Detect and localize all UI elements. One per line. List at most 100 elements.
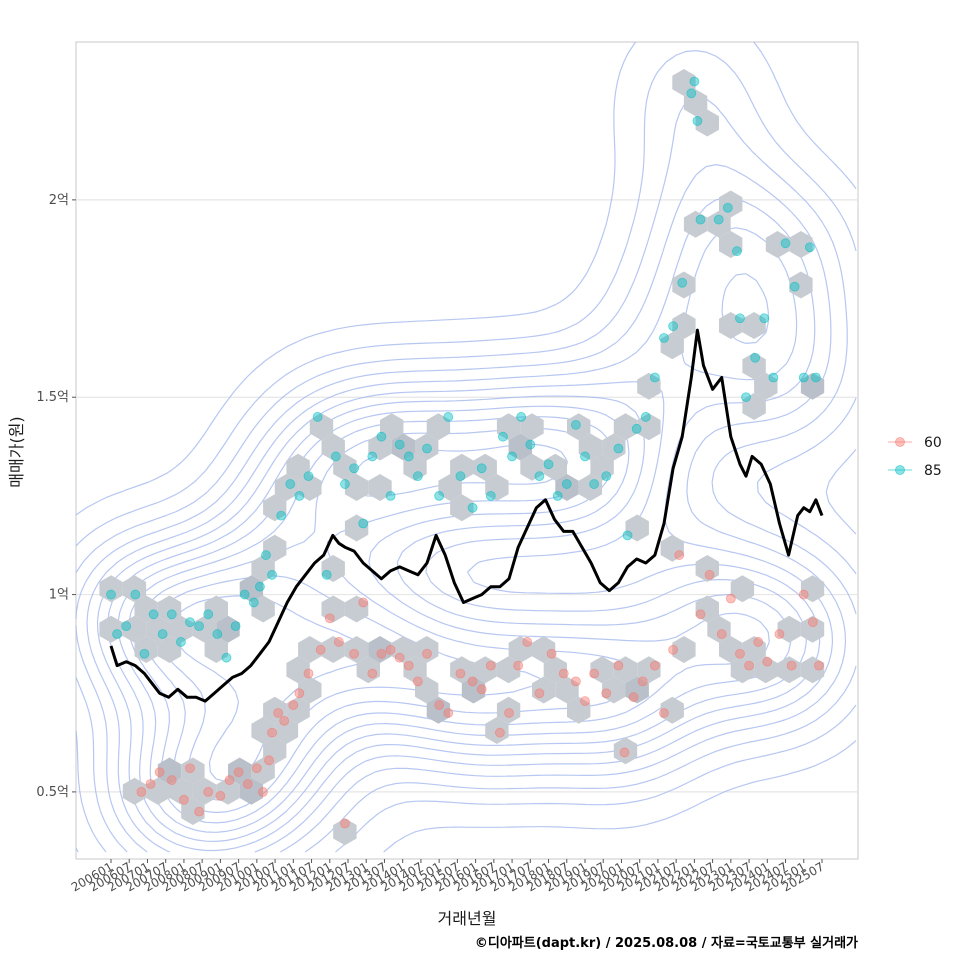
- data-point-60: [467, 676, 478, 687]
- data-point-85: [340, 479, 350, 489]
- hexbin-cell: [473, 453, 497, 481]
- data-point-60: [495, 727, 505, 738]
- data-point-85: [175, 637, 186, 647]
- hexbin-cell: [800, 615, 825, 643]
- hexbin-cell: [415, 433, 439, 461]
- data-point-85: [485, 490, 496, 501]
- hexbin-cell: [99, 615, 123, 643]
- data-point-60: [349, 648, 359, 659]
- hexbin-cell: [157, 595, 182, 623]
- data-point-60: [786, 660, 797, 671]
- hexbin-cell: [298, 636, 322, 663]
- hexbin-cell: [742, 393, 766, 420]
- data-point-85: [130, 589, 141, 600]
- hexbin-cell: [555, 474, 579, 501]
- data-point-60: [674, 550, 685, 560]
- data-point-85: [498, 431, 508, 442]
- scatter-points: [106, 76, 824, 829]
- data-point-60: [504, 708, 514, 718]
- data-point-60: [513, 660, 524, 671]
- data-point-85: [735, 313, 745, 324]
- hexbin-cell: [239, 777, 264, 805]
- hexbin-cell: [695, 595, 719, 623]
- data-point-60: [358, 597, 369, 608]
- hexbin-cell: [695, 555, 719, 582]
- data-point-60: [570, 676, 581, 687]
- data-point-60: [203, 787, 214, 797]
- density-contours: [75, 41, 857, 853]
- hexbin-cell: [637, 413, 661, 441]
- data-point-60: [224, 775, 235, 785]
- data-point-60: [288, 700, 299, 710]
- hexbin-cell: [742, 352, 766, 380]
- data-point-60: [753, 637, 764, 647]
- data-point-60: [522, 637, 533, 647]
- hexbin-cell: [333, 818, 357, 846]
- hexbin-cell: [719, 231, 743, 258]
- data-point-85: [713, 214, 724, 225]
- hexbin-cell: [274, 474, 299, 501]
- hexbin-cell: [403, 656, 427, 684]
- data-point-60: [251, 763, 262, 774]
- data-point-85: [121, 621, 132, 632]
- data-point-60: [613, 660, 624, 671]
- trend-line: [109, 328, 824, 703]
- legend-key-point: [895, 465, 905, 475]
- data-point-60: [267, 727, 277, 738]
- hexbin-cell: [368, 474, 392, 501]
- data-point-85: [741, 392, 751, 403]
- hexbin-cell: [543, 453, 567, 481]
- hexbin-cell: [450, 494, 474, 522]
- data-point-60: [315, 644, 326, 655]
- hexbin-cell: [613, 413, 638, 441]
- hexbin-cell: [496, 696, 521, 724]
- hexbin-cell: [344, 636, 369, 663]
- hexbin-cell: [672, 636, 696, 663]
- y-tick-label: 1.5억: [36, 390, 69, 405]
- caption: ©디아파트(dapt.kr) / 2025.08.08 / 자료=국토교통부 실…: [475, 935, 858, 951]
- data-point-60: [695, 609, 706, 620]
- data-point-85: [112, 629, 122, 639]
- data-point-85: [106, 589, 116, 600]
- hexbin-cell: [508, 433, 532, 461]
- data-point-60: [258, 787, 268, 797]
- data-point-85: [589, 479, 600, 489]
- x-axis-ticks: 2006012006072007012007072008012008072009…: [69, 859, 827, 895]
- hexbin-cell: [415, 676, 439, 704]
- hexbin-cell: [450, 656, 474, 684]
- data-point-85: [561, 479, 572, 489]
- hexbin-cell: [134, 595, 158, 623]
- data-point-60: [136, 787, 147, 797]
- data-point-60: [422, 648, 432, 659]
- data-point-85: [212, 629, 223, 639]
- hexbin-cell: [543, 656, 567, 684]
- trend-line-layer: [109, 328, 824, 703]
- hexbin-cell: [789, 231, 813, 258]
- data-point-60: [443, 708, 454, 718]
- hexbin-cell: [356, 656, 380, 684]
- data-point-60: [215, 790, 226, 801]
- data-point-60: [294, 688, 305, 699]
- data-point-60: [376, 648, 387, 659]
- data-point-85: [476, 463, 487, 474]
- data-point-85: [804, 242, 815, 253]
- data-point-85: [248, 597, 259, 608]
- hexbin-cell: [263, 494, 287, 522]
- data-point-60: [774, 629, 785, 639]
- data-point-60: [279, 715, 290, 726]
- data-point-85: [455, 471, 466, 482]
- hexbin-cell: [426, 696, 451, 724]
- data-point-60: [194, 806, 205, 817]
- data-point-85: [434, 490, 445, 501]
- data-point-85: [230, 621, 241, 632]
- data-point-85: [312, 412, 323, 422]
- hexbin-cell: [672, 312, 696, 339]
- hexbin-cell: [181, 798, 205, 825]
- hexbin-cell: [321, 636, 345, 663]
- hexbin-cell: [567, 413, 591, 441]
- hexbin-cell: [263, 737, 287, 765]
- data-point-85: [525, 439, 536, 450]
- data-point-85: [780, 238, 791, 249]
- hexbin-cell: [461, 676, 486, 704]
- data-point-60: [659, 708, 669, 718]
